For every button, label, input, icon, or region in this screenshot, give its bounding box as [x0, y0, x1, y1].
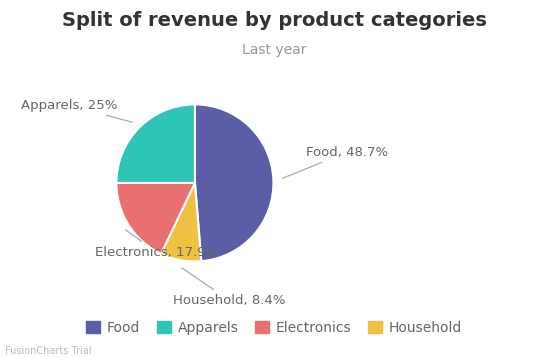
Text: FusionCharts Trial: FusionCharts Trial	[5, 346, 92, 356]
Text: Split of revenue by product categories: Split of revenue by product categories	[61, 11, 487, 30]
Wedge shape	[195, 105, 273, 261]
Text: Electronics, 17.9%: Electronics, 17.9%	[95, 230, 219, 259]
Text: Apparels, 25%: Apparels, 25%	[21, 99, 132, 122]
Text: Last year: Last year	[242, 43, 306, 57]
Wedge shape	[116, 183, 195, 254]
Wedge shape	[116, 105, 195, 183]
Text: Food, 48.7%: Food, 48.7%	[282, 146, 389, 178]
Text: Household, 8.4%: Household, 8.4%	[173, 268, 286, 307]
Wedge shape	[161, 183, 201, 261]
Legend: Food, Apparels, Electronics, Household: Food, Apparels, Electronics, Household	[80, 315, 468, 340]
